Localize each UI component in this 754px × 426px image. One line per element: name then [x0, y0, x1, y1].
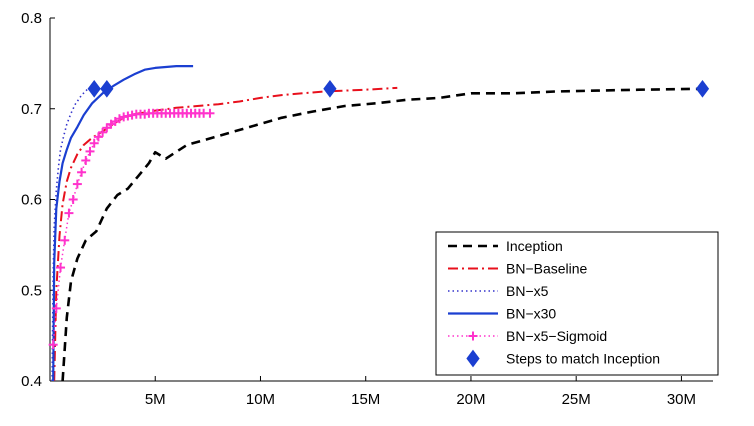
series-line	[52, 112, 210, 345]
x-tick-label: 30M	[667, 391, 696, 408]
legend-entry: BN−x30	[448, 306, 556, 322]
y-axis-ticks: 0.4 0.5 0.6 0.7 0.8	[21, 10, 55, 390]
x-tick-label: 20M	[456, 391, 485, 408]
series-line	[61, 87, 703, 382]
x-tick-label: 10M	[246, 391, 275, 408]
series-bn-x5-sigmoid	[48, 108, 215, 350]
x-axis-ticks: 5M 10M 15M 20M 25M 30M	[145, 376, 696, 408]
legend: Inception BN−Baseline BN−x5 BN−x30 BN−x5−Sig…	[435, 231, 719, 376]
series-line	[51, 88, 89, 382]
legend-entry: Steps to match Inception	[466, 349, 660, 368]
legend-entry: BN−Baseline	[448, 261, 588, 277]
data-point-diamond	[695, 79, 710, 98]
series-bn-x5	[51, 88, 89, 382]
legend-box	[435, 231, 719, 376]
legend-entry: BN−x5	[448, 283, 549, 299]
x-tick-label: 25M	[562, 391, 591, 408]
y-tick-label: 0.7	[21, 101, 42, 118]
legend-label: BN−x5	[506, 283, 549, 299]
series-inception	[61, 87, 703, 382]
x-tick-label: 5M	[145, 391, 166, 408]
series-line	[52, 65, 194, 382]
legend-entry: BN−x5−Sigmoid	[448, 328, 607, 344]
y-tick-label: 0.8	[21, 10, 42, 27]
data-point-diamond	[323, 79, 337, 98]
legend-label: BN−x30	[506, 306, 556, 322]
legend-label: BN−x5−Sigmoid	[506, 328, 607, 344]
legend-label: Steps to match Inception	[506, 351, 660, 367]
series-layer	[48, 65, 710, 382]
legend-label: Inception	[506, 238, 563, 254]
data-point-diamond	[87, 79, 101, 98]
y-tick-label: 0.4	[21, 373, 42, 390]
legend-marker-diamond	[466, 349, 480, 368]
data-point-diamond	[100, 79, 114, 98]
legend-label: BN−Baseline	[506, 261, 588, 277]
series-bn-x30	[52, 65, 194, 382]
y-tick-label: 0.5	[21, 282, 42, 299]
legend-entry: Inception	[448, 238, 563, 254]
y-tick-label: 0.6	[21, 192, 42, 209]
series-steps-to-match-inception	[87, 79, 710, 98]
x-tick-label: 15M	[351, 391, 380, 408]
